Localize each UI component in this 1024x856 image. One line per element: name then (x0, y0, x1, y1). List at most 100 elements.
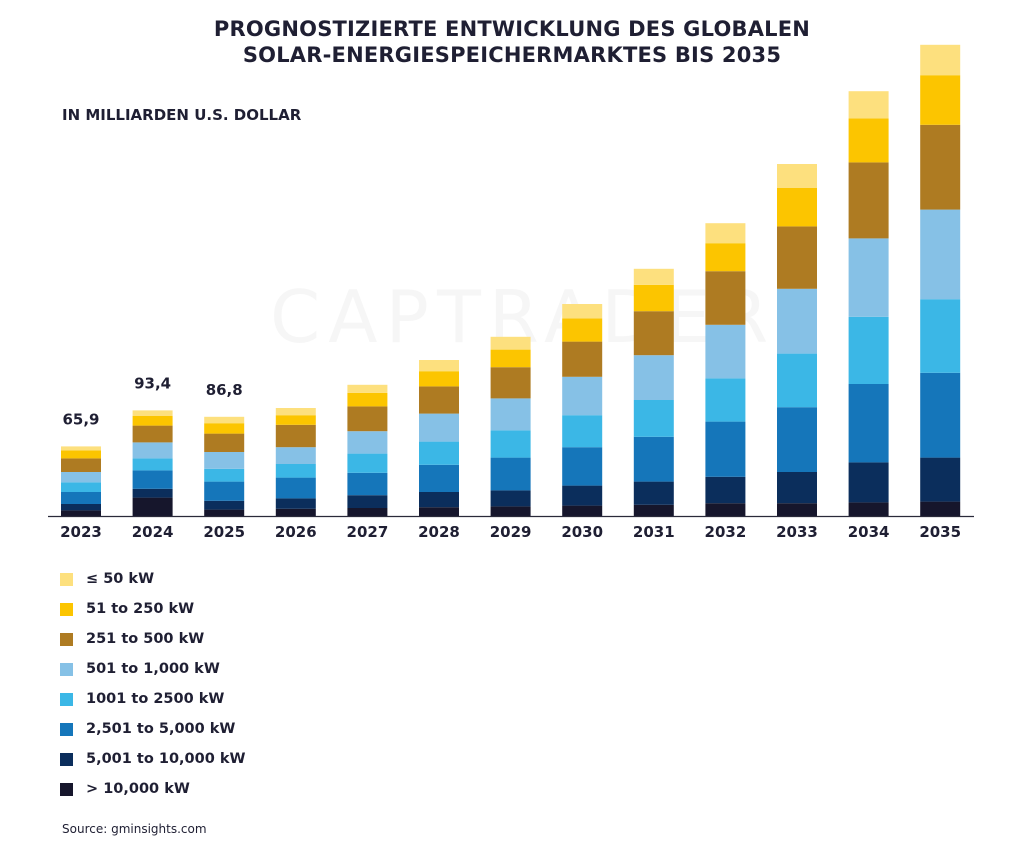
legend-label: 501 to 1,000 kW (86, 661, 220, 677)
bar-segment-2031-series-0 (633, 504, 674, 516)
bar-segment-2032-series-0 (705, 503, 746, 516)
bar-segment-2027-series-0 (347, 508, 388, 516)
bar-segment-2028-series-7 (419, 360, 459, 372)
legend-swatch (60, 632, 73, 646)
bar-segment-2035-series-4 (920, 209, 961, 300)
legend-label: 2,501 to 5,000 kW (86, 721, 236, 737)
bar-segment-2030-series-4 (562, 376, 603, 416)
bar-segment-2031-series-6 (633, 284, 674, 312)
bar-segment-2026-series-6 (275, 415, 316, 425)
x-tick-label-2035: 2035 (919, 523, 961, 541)
x-tick-label-2025: 2025 (203, 523, 245, 541)
legend-swatch (60, 692, 73, 706)
bar-segment-2034-series-3 (848, 316, 889, 384)
legend-item: 5,001 to 10,000 kW (60, 744, 246, 774)
bar-segment-2032-series-3 (705, 378, 746, 422)
bar-segment-2025-series-1 (204, 500, 245, 510)
bar-segment-2029-series-4 (490, 398, 531, 431)
legend-item: 2,501 to 5,000 kW (60, 714, 246, 744)
bar-segment-2025-series-2 (204, 481, 245, 501)
y-axis-unit-label: IN MILLIARDEN U.S. DOLLAR (62, 106, 302, 124)
legend-item: ≤ 50 kW (60, 564, 246, 594)
bar-segment-2029-series-6 (490, 349, 531, 368)
bar-segment-2033-series-4 (777, 288, 817, 354)
bar-segment-2034-series-4 (848, 238, 889, 317)
legend-label: 1001 to 2500 kW (86, 691, 225, 707)
chart-legend: ≤ 50 kW 51 to 250 kW 251 to 500 kW 501 to 1… (60, 564, 246, 804)
bar-segment-2028-series-6 (419, 371, 459, 387)
bar-segment-2028-series-2 (419, 464, 459, 492)
bar-segment-2023-series-3 (61, 482, 101, 492)
bar-segment-2028-series-0 (419, 507, 459, 516)
data-label-2025: 86,8 (206, 381, 243, 399)
bar-segment-2027-series-4 (347, 431, 388, 454)
legend-label: 251 to 500 kW (86, 631, 205, 647)
bar-segment-2029-series-0 (490, 506, 531, 516)
source-note: Source: gminsights.com (62, 822, 207, 836)
bar-segment-2023-series-6 (61, 450, 101, 459)
bar-segment-2033-series-6 (777, 188, 817, 227)
legend-label: 51 to 250 kW (86, 601, 195, 617)
bar-segment-2029-series-7 (490, 336, 531, 350)
bar-segment-2030-series-0 (562, 505, 603, 516)
bar-segment-2032-series-4 (705, 324, 746, 379)
x-tick-label-2032: 2032 (705, 523, 747, 541)
bar-segment-2034-series-0 (848, 502, 889, 516)
legend-swatch (60, 602, 73, 616)
bar-segment-2030-series-2 (562, 447, 603, 486)
bar-segment-2034-series-5 (848, 162, 889, 239)
bar-segment-2031-series-2 (633, 436, 674, 482)
bar-segment-2032-series-7 (705, 223, 746, 244)
legend-item: 501 to 1,000 kW (60, 654, 246, 684)
bar-segment-2033-series-7 (777, 164, 817, 188)
bar-segment-2030-series-5 (562, 341, 603, 377)
stacked-bar-chart: 2023 2024 2025 2026 2027 2028 2029 2030 2031 2032… (48, 44, 974, 541)
data-label-2023: 65,9 (62, 410, 99, 428)
bar-segment-2024-series-2 (132, 470, 173, 489)
bar-segment-2031-series-7 (633, 268, 674, 285)
bar-segment-2026-series-5 (275, 424, 316, 448)
legend-swatch (60, 752, 73, 766)
bar-segment-2034-series-6 (848, 118, 889, 163)
bar-segment-2031-series-5 (633, 311, 674, 356)
bar-segment-2026-series-7 (275, 408, 316, 416)
legend-item: 251 to 500 kW (60, 624, 246, 654)
x-tick-label-2028: 2028 (418, 523, 460, 541)
bar-segment-2035-series-1 (920, 457, 961, 502)
bar-segment-2031-series-1 (633, 481, 674, 505)
bar-segment-2029-series-1 (490, 490, 531, 507)
x-tick-label-2031: 2031 (633, 523, 675, 541)
bar-segment-2025-series-0 (204, 509, 245, 516)
x-tick-label-2027: 2027 (347, 523, 389, 541)
bar-segment-2024-series-5 (132, 425, 173, 443)
bar-segment-2030-series-1 (562, 485, 603, 506)
chart-title-line-2: SOLAR-ENERGIESPEICHERMARKTES BIS 2035 (242, 43, 782, 67)
bar-segment-2032-series-5 (705, 271, 746, 325)
bar-segment-2024-series-1 (132, 488, 173, 498)
bar-segment-2027-series-2 (347, 472, 388, 496)
bar-segment-2026-series-4 (275, 447, 316, 464)
bar-segment-2029-series-2 (490, 457, 531, 491)
bar-segment-2034-series-1 (848, 462, 889, 503)
bar-segment-2034-series-2 (848, 384, 889, 463)
bar-segment-2023-series-5 (61, 458, 101, 472)
bar-segment-2027-series-1 (347, 495, 388, 508)
x-tick-label-2026: 2026 (275, 523, 317, 541)
x-tick-label-2024: 2024 (132, 523, 174, 541)
bar-segment-2024-series-0 (132, 497, 173, 516)
chart-title-line-1: PROGNOSTIZIERTE ENTWICKLUNG DES GLOBALEN (213, 17, 811, 41)
bar-segment-2026-series-0 (275, 508, 316, 516)
bar-segment-2029-series-3 (490, 430, 531, 458)
bar-segment-2033-series-3 (777, 353, 817, 408)
bar-segment-2027-series-3 (347, 453, 388, 473)
chart-title: PROGNOSTIZIERTE ENTWICKLUNG DES GLOBALEN… (0, 16, 1024, 68)
legend-swatch (60, 572, 73, 586)
bar-segment-2024-series-6 (132, 416, 173, 426)
bar-segment-2032-series-6 (705, 243, 746, 272)
bar-segment-2033-series-2 (777, 407, 817, 472)
x-tick-label-2033: 2033 (776, 523, 818, 541)
bar-segment-2023-series-2 (61, 492, 101, 504)
bar-segment-2028-series-4 (419, 413, 459, 442)
bar-segment-2028-series-3 (419, 441, 459, 465)
legend-label: ≤ 50 kW (86, 571, 155, 587)
